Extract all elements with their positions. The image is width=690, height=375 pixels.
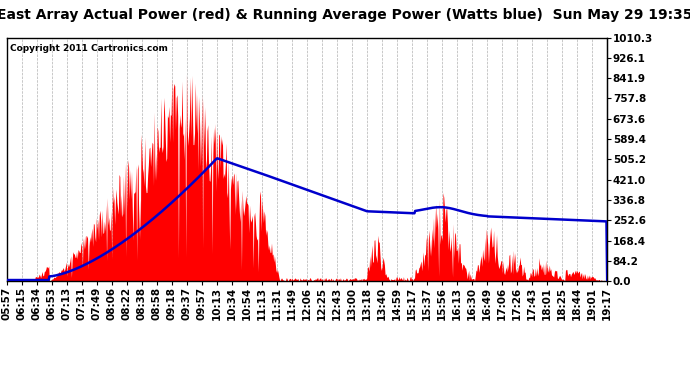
Text: Copyright 2011 Cartronics.com: Copyright 2011 Cartronics.com [10, 44, 168, 52]
Text: East Array Actual Power (red) & Running Average Power (Watts blue)  Sun May 29 1: East Array Actual Power (red) & Running … [0, 8, 690, 21]
